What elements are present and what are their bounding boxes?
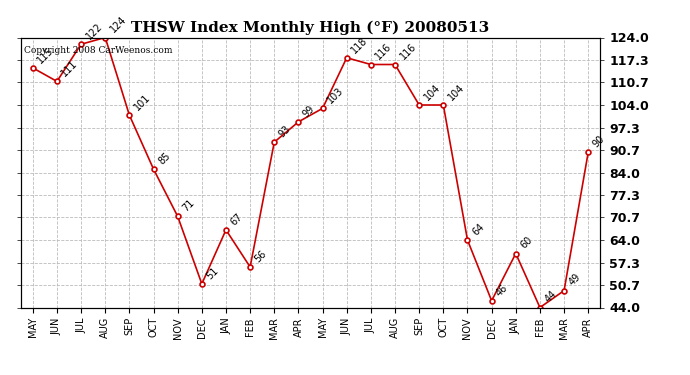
Text: 46: 46 [495, 282, 510, 298]
Text: 104: 104 [422, 82, 442, 102]
Text: 118: 118 [350, 35, 370, 55]
Text: 64: 64 [471, 222, 486, 237]
Text: 56: 56 [253, 248, 268, 264]
Text: 115: 115 [36, 45, 56, 65]
Text: 51: 51 [205, 265, 220, 281]
Text: 99: 99 [302, 104, 317, 119]
Text: 85: 85 [157, 150, 172, 166]
Text: 93: 93 [277, 124, 293, 140]
Text: 67: 67 [229, 211, 244, 227]
Text: 44: 44 [543, 289, 558, 305]
Text: 60: 60 [519, 235, 534, 251]
Text: 101: 101 [132, 92, 152, 112]
Text: 116: 116 [398, 42, 418, 62]
Text: 124: 124 [108, 15, 128, 35]
Text: 90: 90 [591, 134, 607, 150]
Text: 104: 104 [446, 82, 466, 102]
Text: 111: 111 [60, 58, 80, 79]
Text: 122: 122 [84, 21, 104, 42]
Text: 116: 116 [374, 42, 394, 62]
Text: Copyright 2008 CarWeenos.com: Copyright 2008 CarWeenos.com [23, 46, 172, 55]
Text: 49: 49 [567, 272, 582, 288]
Text: 103: 103 [326, 86, 346, 106]
Text: 71: 71 [181, 198, 196, 214]
Title: THSW Index Monthly High (°F) 20080513: THSW Index Monthly High (°F) 20080513 [131, 21, 490, 35]
